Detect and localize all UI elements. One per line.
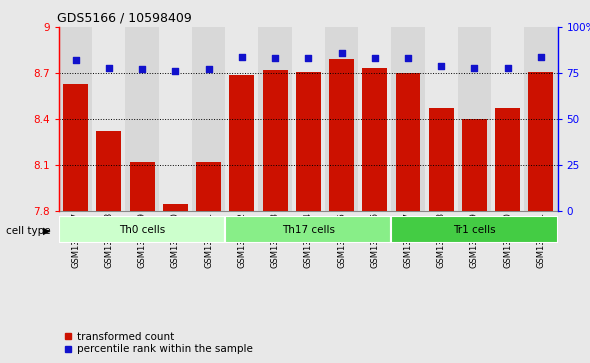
- Point: [503, 65, 512, 70]
- Bar: [59, 216, 225, 243]
- Bar: [362, 69, 387, 211]
- Bar: [429, 108, 454, 211]
- Bar: [296, 72, 321, 211]
- Bar: [230, 74, 254, 211]
- Point: [237, 54, 247, 60]
- Bar: [130, 162, 155, 211]
- Bar: [263, 70, 287, 211]
- Bar: [425, 27, 458, 211]
- Point: [337, 50, 346, 56]
- Bar: [225, 27, 258, 211]
- Bar: [529, 72, 553, 211]
- Bar: [462, 119, 487, 211]
- Bar: [258, 27, 291, 211]
- Point: [370, 56, 379, 61]
- Bar: [192, 27, 225, 211]
- Point: [404, 56, 413, 61]
- Bar: [159, 27, 192, 211]
- Bar: [495, 108, 520, 211]
- Text: ▶: ▶: [43, 225, 51, 236]
- Point: [303, 56, 313, 61]
- Point: [171, 68, 180, 74]
- Point: [437, 63, 446, 69]
- Bar: [59, 27, 92, 211]
- Bar: [329, 59, 354, 211]
- Bar: [391, 27, 425, 211]
- Bar: [96, 131, 122, 211]
- Bar: [525, 27, 558, 211]
- Bar: [458, 27, 491, 211]
- Bar: [225, 216, 391, 243]
- Text: Tr1 cells: Tr1 cells: [453, 225, 496, 234]
- Bar: [196, 162, 221, 211]
- Text: GDS5166 / 10598409: GDS5166 / 10598409: [57, 12, 191, 25]
- Point: [204, 66, 214, 72]
- Bar: [63, 84, 88, 211]
- Bar: [92, 27, 126, 211]
- Point: [470, 65, 479, 70]
- Bar: [163, 204, 188, 211]
- Bar: [395, 73, 421, 211]
- Text: cell type: cell type: [6, 225, 51, 236]
- Text: Th0 cells: Th0 cells: [119, 225, 165, 234]
- Bar: [291, 27, 325, 211]
- Bar: [358, 27, 391, 211]
- Point: [536, 54, 546, 60]
- Text: Th17 cells: Th17 cells: [282, 225, 335, 234]
- Bar: [126, 27, 159, 211]
- Bar: [325, 27, 358, 211]
- Legend: transformed count, percentile rank within the sample: transformed count, percentile rank withi…: [64, 332, 253, 354]
- Point: [71, 57, 80, 63]
- Point: [137, 66, 147, 72]
- Bar: [391, 216, 558, 243]
- Bar: [491, 27, 525, 211]
- Point: [270, 56, 280, 61]
- Point: [104, 65, 113, 70]
